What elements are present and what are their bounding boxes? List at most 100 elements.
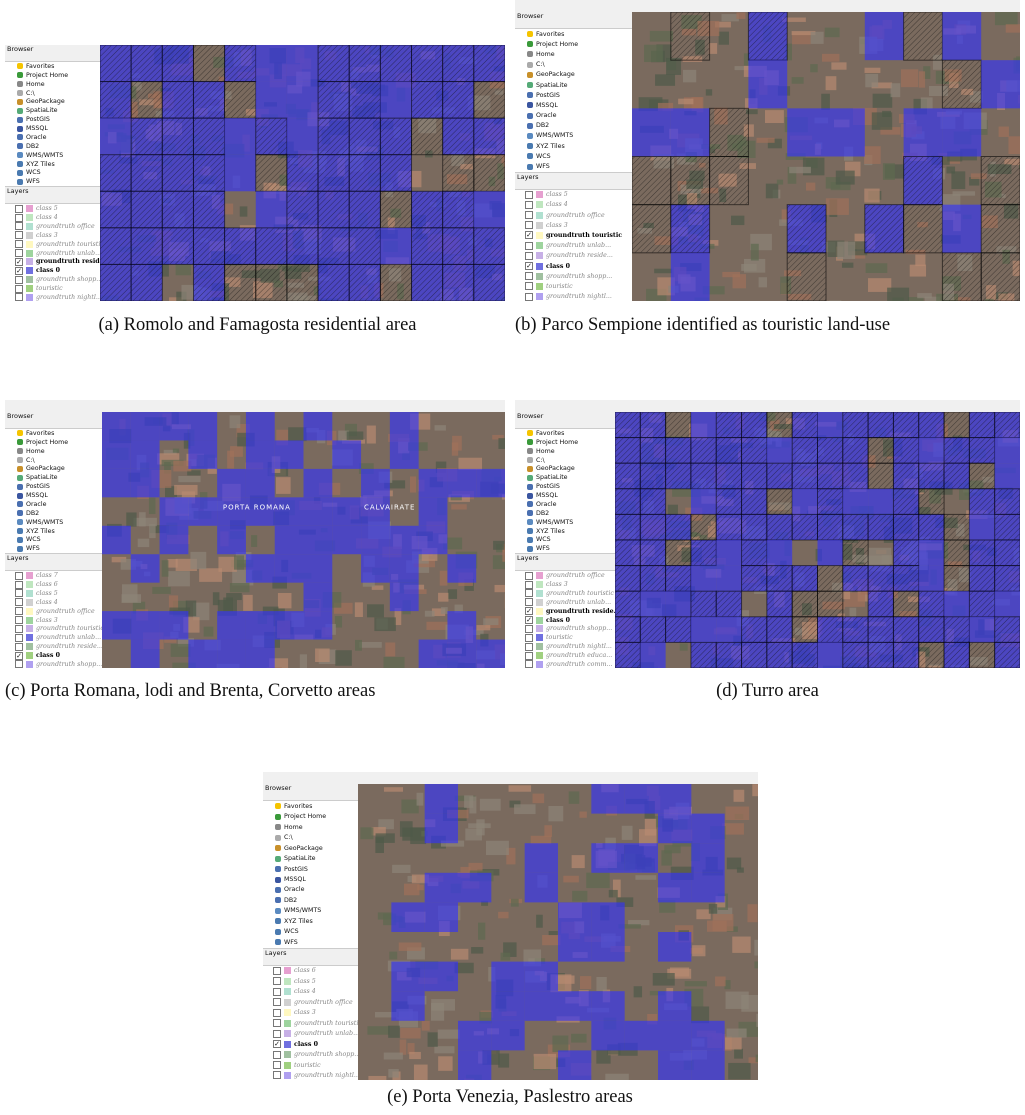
block <box>696 909 710 919</box>
block <box>367 426 376 444</box>
class-cell <box>868 489 893 515</box>
groundtruth-cell <box>767 591 792 617</box>
layer-checkbox: ✓ <box>525 231 533 239</box>
groundtruth-cell <box>349 45 380 82</box>
item-icon <box>527 143 533 149</box>
class-cell <box>944 591 969 617</box>
layer-checkbox: ✓ <box>15 258 23 266</box>
browser-item: MSSQL <box>515 100 632 110</box>
layer-checkbox <box>525 211 533 219</box>
layer-swatch <box>536 232 543 239</box>
layer-label: groundtruth touristic <box>36 625 102 632</box>
item-label: WMS/WMTS <box>26 152 63 159</box>
block <box>869 548 892 564</box>
groundtruth-cell <box>716 642 741 668</box>
item-icon <box>527 51 533 57</box>
block <box>469 863 483 872</box>
groundtruth-cell <box>162 82 193 119</box>
item-icon <box>527 113 533 119</box>
layer-item: groundtruth educa... <box>515 651 615 660</box>
class-cell <box>217 497 246 525</box>
layer-item: groundtruth unlab... <box>5 633 102 642</box>
browser-item: PostGIS <box>515 90 632 100</box>
layer-item: groundtruth office <box>515 210 632 220</box>
layer-checkbox <box>525 589 533 597</box>
block <box>409 1052 421 1059</box>
block <box>417 793 424 806</box>
class-cell <box>275 554 304 582</box>
class-cell <box>658 873 691 903</box>
groundtruth-cell <box>640 412 665 438</box>
layer-item: class 5 <box>263 976 358 986</box>
layer-item: touristic <box>515 281 632 291</box>
layer-item: class 3 <box>5 616 102 625</box>
groundtruth-cell <box>100 155 131 192</box>
layer-swatch <box>26 643 33 650</box>
browser-item: WMS/WMTS <box>5 151 100 160</box>
groundtruth-cell <box>818 514 843 540</box>
layer-checkbox <box>273 1030 281 1038</box>
block <box>747 904 757 922</box>
layer-label: groundtruth educa... <box>546 652 612 659</box>
block <box>810 64 818 72</box>
browser-item: PostGIS <box>515 482 615 491</box>
item-icon <box>527 62 533 68</box>
class-cell <box>102 611 131 639</box>
groundtruth-cell <box>944 566 969 592</box>
groundtruth-cell <box>100 264 131 301</box>
class-cell <box>625 1021 658 1051</box>
item-icon <box>17 179 23 185</box>
block <box>826 76 837 90</box>
layer-label: groundtruth reside... <box>546 608 615 615</box>
groundtruth-cell <box>944 514 969 540</box>
item-label: PostGIS <box>284 866 308 873</box>
layer-label: groundtruth reside... <box>36 643 102 650</box>
layer-checkbox <box>525 625 533 633</box>
block <box>542 935 560 945</box>
groundtruth-cell <box>792 463 817 489</box>
item-label: PostGIS <box>26 483 50 490</box>
class-cell <box>380 228 411 265</box>
browser-item: SpatiaLite <box>515 80 632 90</box>
block <box>579 812 586 818</box>
groundtruth-cell <box>615 591 640 617</box>
groundtruth-cell <box>716 412 741 438</box>
class-cell <box>658 991 691 1021</box>
groundtruth-cell <box>981 157 1020 205</box>
layer-item: groundtruth office <box>515 571 615 580</box>
class-cell <box>225 118 256 155</box>
layer-swatch <box>26 581 33 588</box>
groundtruth-cell <box>691 438 716 464</box>
block <box>734 1049 743 1059</box>
class-cell <box>748 60 787 108</box>
item-icon <box>17 537 23 543</box>
groundtruth-cell <box>256 155 287 192</box>
layer-item: class 6 <box>263 966 358 976</box>
class-cell <box>275 526 304 554</box>
groundtruth-cell <box>640 489 665 515</box>
groundtruth-cell <box>318 155 349 192</box>
block <box>149 498 156 514</box>
item-label: Favorites <box>26 63 54 70</box>
groundtruth-cell <box>666 617 691 643</box>
layer-swatch <box>536 581 543 588</box>
groundtruth-cell <box>868 566 893 592</box>
item-label: Oracle <box>536 112 557 119</box>
browser-item: WFS <box>5 177 100 186</box>
item-icon <box>17 475 23 481</box>
layers-toolbar <box>263 957 358 966</box>
item-icon <box>275 835 281 841</box>
class-cell <box>919 566 944 592</box>
block <box>493 541 504 550</box>
class-cell <box>458 1021 491 1051</box>
layer-swatch <box>536 222 543 229</box>
groundtruth-cell <box>893 489 918 515</box>
groundtruth-cell <box>995 540 1020 566</box>
layer-checkbox <box>15 240 23 248</box>
block <box>388 1069 398 1077</box>
groundtruth-cell <box>640 463 665 489</box>
block <box>414 1065 428 1080</box>
block <box>152 587 171 594</box>
browser-item: WFS <box>515 161 632 171</box>
browser-item: Project Home <box>515 39 632 49</box>
